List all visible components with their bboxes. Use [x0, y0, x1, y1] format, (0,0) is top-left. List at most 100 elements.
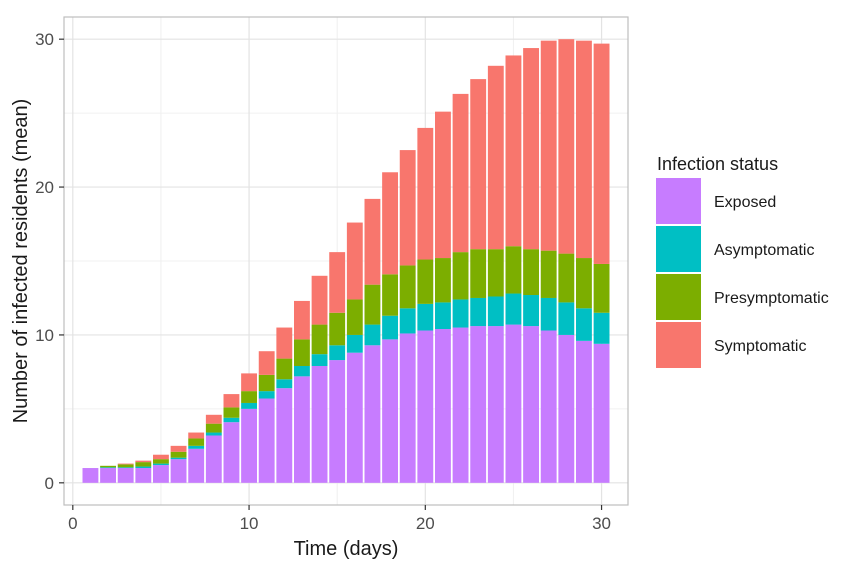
bar-segment	[188, 438, 205, 446]
bar-segment	[540, 250, 557, 298]
bar-segment	[576, 308, 592, 341]
bar-segment	[593, 263, 610, 313]
bar-segment	[364, 198, 381, 285]
bar-segment	[329, 345, 346, 361]
legend-swatch	[656, 274, 701, 320]
bar-segment	[188, 448, 205, 483]
bar-segment	[170, 457, 187, 460]
bar-segment	[435, 258, 451, 303]
bar-segment	[153, 459, 169, 464]
bar-segment	[399, 308, 416, 334]
bar-segment	[241, 408, 257, 483]
bar-segment	[311, 354, 328, 366]
bar-segment	[593, 43, 610, 264]
bar-segment	[153, 465, 169, 483]
bar-segment	[223, 394, 240, 408]
bar-segment	[523, 295, 539, 327]
bar-segment	[523, 249, 539, 296]
bar-segment	[346, 352, 363, 483]
bar-segment	[135, 462, 152, 467]
legend: Infection status Exposed Asymptomatic Pres…	[656, 154, 829, 368]
bar-segment	[558, 334, 575, 483]
bar-segment	[435, 111, 451, 259]
bar-segment	[170, 445, 187, 452]
bar-segment	[576, 340, 592, 483]
bar-segment	[153, 454, 169, 460]
bar-segment	[223, 417, 240, 423]
bar-segment	[452, 327, 469, 483]
bar-segment	[487, 249, 504, 297]
bar-segment	[117, 464, 134, 468]
bar-segment	[100, 465, 116, 468]
x-tick-label: 20	[416, 514, 435, 533]
bar-segment	[470, 297, 487, 327]
bar-segment	[117, 467, 134, 469]
bar-segment	[346, 334, 363, 353]
bar-segment	[170, 451, 187, 458]
bar-segment	[276, 388, 293, 483]
bar-segment	[523, 326, 539, 483]
bar-segment	[223, 422, 240, 483]
x-tick-label: 0	[68, 514, 77, 533]
bar-segment	[170, 459, 187, 483]
bar-segment	[593, 343, 610, 483]
bar-segment	[487, 65, 504, 250]
bar-segment	[576, 258, 592, 309]
bar-segment	[258, 391, 275, 399]
bar-segment	[223, 407, 240, 418]
bar-segment	[505, 293, 522, 325]
bar-segment	[205, 432, 222, 436]
y-tick-label: 20	[35, 178, 54, 197]
bars	[82, 39, 610, 483]
bar-segment	[311, 324, 328, 355]
bar-segment	[558, 253, 575, 303]
bar-segment	[294, 300, 310, 340]
bar-segment	[452, 93, 469, 253]
bar-segment	[487, 326, 504, 483]
bar-segment	[364, 284, 381, 325]
plot-border	[63, 16, 629, 506]
legend-swatch	[656, 322, 701, 368]
legend-label: Presymptomatic	[714, 290, 829, 307]
bar-segment	[100, 467, 116, 469]
bar-segment	[294, 376, 310, 483]
bar-segment	[241, 373, 257, 392]
bar-segment	[82, 468, 99, 483]
bar-segment	[417, 330, 434, 483]
bar-segment	[241, 391, 257, 403]
bar-segment	[399, 333, 416, 483]
y-tick-label: 0	[45, 474, 54, 493]
bar-segment	[435, 302, 451, 330]
bar-segment	[258, 398, 275, 483]
bar-segment	[329, 312, 346, 346]
bar-segment	[188, 445, 205, 449]
bar-segment	[311, 365, 328, 483]
axes: 0 10 20 30 0 10 20 30	[35, 30, 611, 533]
bar-segment	[452, 299, 469, 328]
bar-segment	[258, 374, 275, 392]
x-tick-label: 30	[592, 514, 611, 533]
bar-segment	[417, 127, 434, 260]
bar-segment	[258, 351, 275, 375]
bar-segment	[294, 365, 310, 377]
bar-segment	[558, 302, 575, 335]
y-tick-label: 10	[35, 326, 54, 345]
bar-segment	[452, 252, 469, 300]
bar-segment	[100, 468, 116, 483]
bar-segment	[346, 222, 363, 300]
bar-segment	[505, 246, 522, 294]
bar-segment	[135, 468, 152, 483]
bar-segment	[523, 48, 539, 250]
bar-segment	[135, 460, 152, 463]
bar-segment	[188, 432, 205, 439]
y-axis-title: Number of infected residents (mean)	[10, 99, 32, 424]
bar-segment	[399, 265, 416, 309]
bar-segment	[505, 55, 522, 247]
legend-label: Symptomatic	[714, 338, 806, 355]
bar-segment	[117, 468, 134, 483]
y-tick-label: 30	[35, 30, 54, 49]
legend-label: Asymptomatic	[714, 242, 814, 259]
legend-label: Exposed	[714, 194, 776, 211]
bar-segment	[382, 172, 398, 275]
